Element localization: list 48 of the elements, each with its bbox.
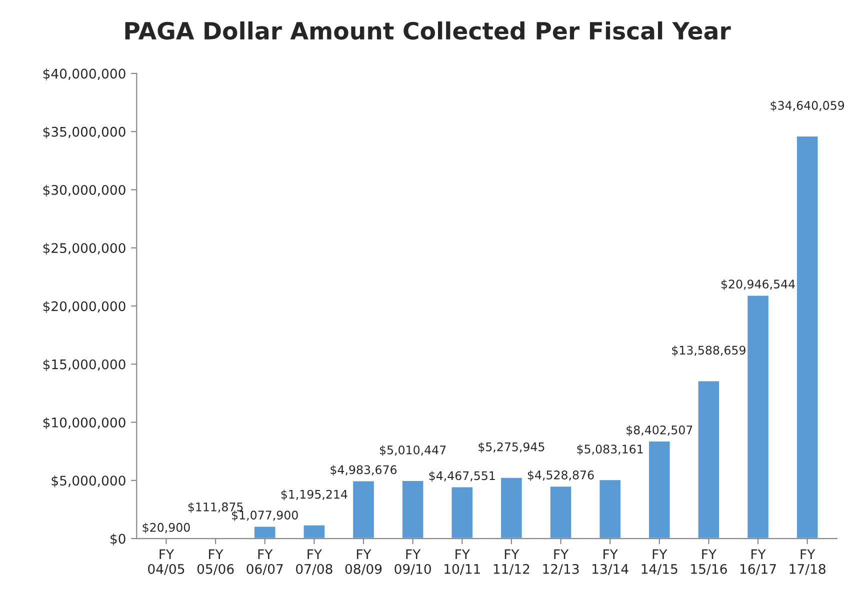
bar bbox=[648, 440, 672, 539]
data-label: $13,588,659 bbox=[672, 346, 746, 356]
bar bbox=[796, 135, 820, 539]
data-label: $4,528,876 bbox=[528, 470, 594, 482]
bar bbox=[253, 525, 277, 539]
x-tick-label: FY 04/05 bbox=[148, 549, 184, 575]
y-tick-label: $35,000,000 bbox=[43, 126, 126, 139]
bar bbox=[500, 476, 524, 539]
bar bbox=[401, 480, 425, 539]
data-label: $5,275,945 bbox=[478, 442, 544, 453]
data-label: $8,402,507 bbox=[626, 425, 692, 436]
x-tick-label: FY 08/09 bbox=[345, 549, 382, 575]
y-tick-label: $30,000,000 bbox=[43, 184, 126, 197]
bar bbox=[352, 480, 376, 539]
data-label: $5,083,161 bbox=[577, 444, 643, 456]
x-tick-label: FY 15/16 bbox=[691, 549, 727, 575]
data-label: $1,195,214 bbox=[281, 490, 348, 500]
x-tick-label: FY 13/14 bbox=[592, 549, 628, 575]
bar bbox=[598, 478, 622, 539]
y-tick-label: $10,000,000 bbox=[43, 417, 126, 430]
data-label: $34,640,059 bbox=[770, 100, 844, 112]
chart-title: PAGA Dollar Amount Collected Per Fiscal Year bbox=[125, 21, 731, 40]
x-tick-label: FY 05/06 bbox=[197, 549, 234, 575]
data-label: $20,900 bbox=[142, 522, 190, 534]
x-tick-label: FY 17/18 bbox=[790, 549, 826, 575]
data-label: $4,467,551 bbox=[429, 471, 495, 482]
data-label: $4,983,676 bbox=[330, 465, 397, 476]
y-tick-label: $40,000,000 bbox=[43, 68, 126, 80]
data-label: $5,010,447 bbox=[380, 445, 446, 456]
bar bbox=[548, 485, 573, 539]
y-tick-label: $25,000,000 bbox=[43, 242, 126, 255]
bar bbox=[302, 524, 326, 539]
x-tick-label: FY 16/17 bbox=[740, 549, 776, 575]
bar bbox=[746, 294, 770, 539]
y-tick-label: $0 bbox=[110, 534, 126, 546]
x-tick-label: FY 10/11 bbox=[444, 549, 480, 575]
y-tick-label: $20,000,000 bbox=[43, 300, 126, 313]
bar bbox=[450, 486, 474, 539]
y-tick-label: $5,000,000 bbox=[52, 475, 126, 488]
x-tick-label: FY 14/15 bbox=[642, 549, 678, 575]
x-tick-label: FY 11/12 bbox=[494, 549, 530, 575]
x-tick-label: FY 12/13 bbox=[543, 549, 579, 575]
y-tick-label: $15,000,000 bbox=[43, 359, 126, 372]
bar bbox=[696, 380, 720, 539]
x-tick-label: FY 07/08 bbox=[296, 549, 332, 575]
data-label: $20,946,544 bbox=[721, 279, 795, 290]
x-tick-label: FY 09/10 bbox=[394, 549, 431, 575]
x-tick-label: FY 06/07 bbox=[246, 549, 283, 575]
